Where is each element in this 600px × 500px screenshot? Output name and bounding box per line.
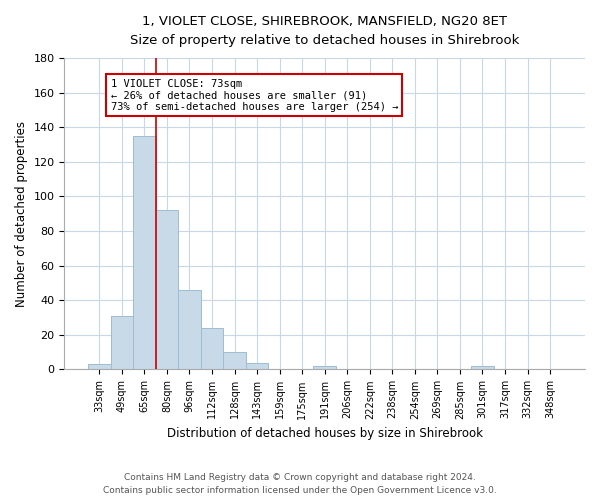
Bar bbox=[201, 328, 223, 370]
Bar bbox=[88, 364, 110, 370]
Title: 1, VIOLET CLOSE, SHIREBROOK, MANSFIELD, NG20 8ET
Size of property relative to de: 1, VIOLET CLOSE, SHIREBROOK, MANSFIELD, … bbox=[130, 15, 520, 47]
Bar bbox=[110, 316, 133, 370]
Y-axis label: Number of detached properties: Number of detached properties bbox=[15, 120, 28, 306]
Text: Contains HM Land Registry data © Crown copyright and database right 2024.
Contai: Contains HM Land Registry data © Crown c… bbox=[103, 474, 497, 495]
X-axis label: Distribution of detached houses by size in Shirebrook: Distribution of detached houses by size … bbox=[167, 427, 483, 440]
Bar bbox=[313, 366, 336, 370]
Bar bbox=[155, 210, 178, 370]
Bar bbox=[223, 352, 246, 370]
Bar bbox=[471, 366, 494, 370]
Text: 1 VIOLET CLOSE: 73sqm
← 26% of detached houses are smaller (91)
73% of semi-deta: 1 VIOLET CLOSE: 73sqm ← 26% of detached … bbox=[110, 78, 398, 112]
Bar bbox=[246, 362, 268, 370]
Bar bbox=[178, 290, 201, 370]
Bar bbox=[133, 136, 155, 370]
